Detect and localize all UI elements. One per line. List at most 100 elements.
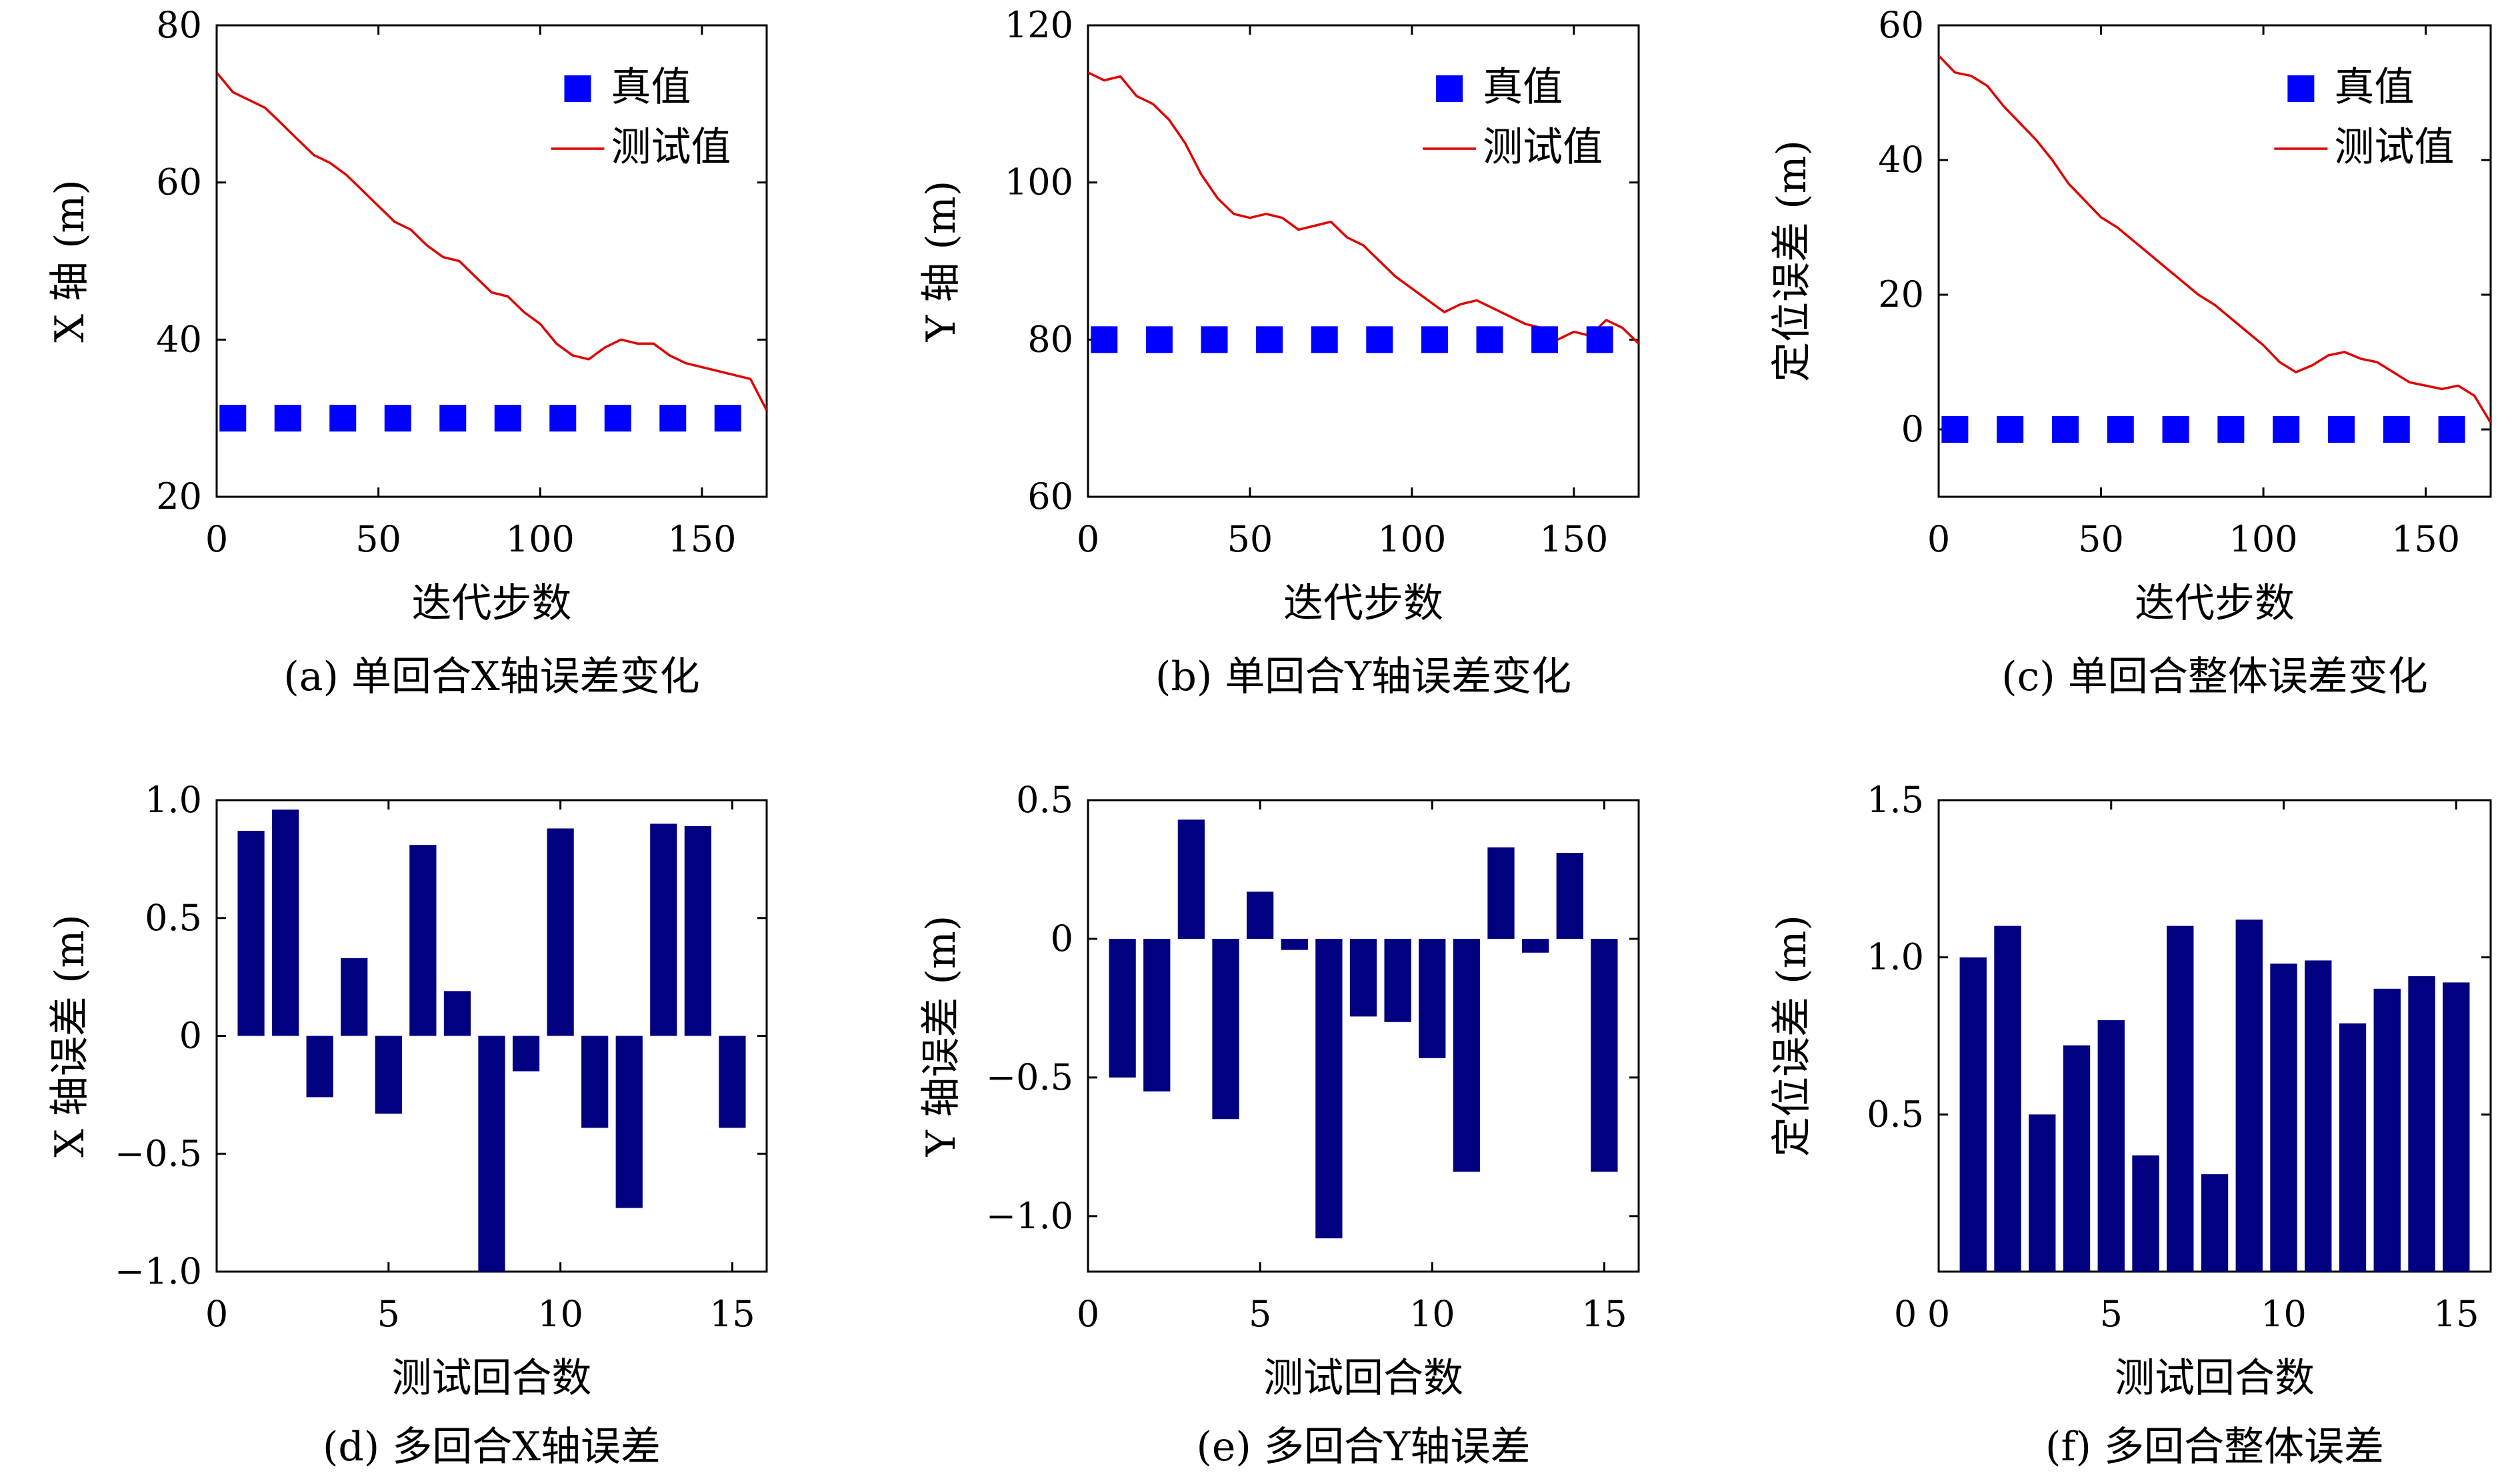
truth-marker: [714, 405, 741, 432]
y-axis-label: X 轴误差 (m): [47, 914, 93, 1158]
panel-e: 0 5 10 15 −1.0 −0.5 0 0.5 测试回合数 Y 轴误差 (m) (e) 多回合Y…: [918, 779, 1640, 1470]
x-tick-label: 10: [2261, 1293, 2307, 1335]
y-axis-label: Y 轴误差 (m): [918, 916, 965, 1157]
x-tick-label: 0: [205, 518, 228, 560]
y-tick-label: 1.0: [145, 779, 202, 821]
x-axis-label: 迭代步数: [412, 580, 572, 627]
bar-13: [1521, 938, 1549, 953]
bar-12: [2339, 1023, 2367, 1272]
panel-caption: (e) 多回合Y轴误差: [1196, 1424, 1530, 1470]
x-axis-label: 迭代步数: [2135, 580, 2295, 627]
y-tick-label: 1.0: [1867, 936, 1924, 978]
x-tick-label: 100: [506, 518, 575, 560]
truth-marker: [1586, 326, 1613, 353]
truth-marker: [1531, 326, 1559, 353]
panel-d: 0 5 10 15 −1.0 −0.5 0 0.5 1.0 测试回合数 X 轴误差 (m) (d) 多…: [47, 779, 768, 1470]
bar-12: [615, 1036, 643, 1208]
legend-marker-truth: [2287, 75, 2315, 102]
bar-2: [1143, 938, 1171, 1092]
bar-5: [375, 1036, 402, 1114]
y-tick-label: 20: [156, 475, 202, 517]
panel-f: 0 5 10 15 0.5 1.0 1.5 0 测试回合数 定位误差 (m) (f) 多回合整体误差: [1769, 779, 2492, 1470]
bar-1: [1959, 957, 1987, 1272]
truth-marker: [1091, 326, 1118, 353]
x-tick-label: 0: [1927, 1293, 1950, 1335]
truth-marker: [2217, 416, 2245, 443]
x-tick-label: 15: [709, 1293, 755, 1335]
bar-3: [1177, 820, 1205, 939]
y-axis-label: X 轴 (m): [47, 179, 93, 343]
truth-marker: [494, 405, 521, 432]
bar-6: [1281, 938, 1308, 950]
y-tick-label: 80: [156, 4, 202, 46]
series-line-test: [1939, 55, 2491, 423]
bar-15: [2443, 982, 2470, 1272]
bar-6: [409, 845, 437, 1036]
y-tick-label: 100: [1005, 161, 1073, 203]
bar-3: [306, 1036, 333, 1098]
x-tick-label: 5: [1249, 1293, 1271, 1335]
plot-frame: [1937, 24, 2492, 498]
bar-15: [719, 1036, 746, 1128]
truth-marker: [1997, 416, 2024, 443]
series-line-test: [1088, 71, 1639, 345]
bar-2: [272, 810, 299, 1036]
x-tick-label: 150: [2391, 518, 2460, 560]
y-tick-label: 40: [1878, 139, 1924, 181]
bar-3: [2029, 1114, 2056, 1272]
x-tick-label: 0: [205, 1293, 228, 1335]
y-tick-label: −0.5: [115, 1132, 202, 1174]
y-axis-label: 定位误差 (m): [1769, 140, 1815, 382]
bar-2: [1994, 926, 2021, 1272]
plot-frame: [215, 24, 768, 498]
y-tick-label: 0: [179, 1015, 202, 1057]
bar-1: [1109, 938, 1136, 1078]
truth-marker: [1311, 326, 1338, 353]
panel-caption: (d) 多回合X轴误差: [323, 1424, 661, 1470]
legend-label-test: 测试值: [1483, 124, 1603, 171]
truth-marker: [2107, 416, 2134, 443]
legend-label-truth: 真值: [1483, 64, 1563, 111]
legend-label-truth: 真值: [611, 64, 691, 111]
truth-marker: [329, 405, 357, 432]
plot-frame: [1087, 24, 1640, 498]
y-tick-label: 0: [1901, 408, 1924, 450]
bar-11: [2305, 960, 2332, 1272]
truth-marker: [439, 405, 467, 432]
truth-marker: [2327, 416, 2355, 443]
truth-marker: [2051, 416, 2079, 443]
panel-caption: (f) 多回合整体误差: [2045, 1424, 2384, 1470]
bar-8: [478, 1036, 505, 1272]
y-tick-label: −0.5: [986, 1056, 1073, 1098]
bar-9: [512, 1036, 540, 1072]
bar-14: [2408, 976, 2435, 1272]
y-tick-label: 0.5: [145, 897, 202, 939]
y-axis-label: 定位误差 (m): [1769, 915, 1815, 1157]
x-tick-label: 50: [355, 518, 401, 560]
x-tick-label: 0: [1077, 1293, 1099, 1335]
panel-caption: (a) 单回合X轴误差变化: [283, 653, 699, 700]
truth-marker: [2273, 416, 2300, 443]
truth-marker: [274, 405, 301, 432]
truth-marker: [1366, 326, 1393, 353]
bar-6: [2132, 1155, 2159, 1272]
truth-marker: [2383, 416, 2410, 443]
truth-marker: [549, 405, 577, 432]
y-tick-label: 1.5: [1867, 779, 1924, 821]
x-tick-label: 15: [1581, 1293, 1627, 1335]
panel-caption: (b) 单回合Y轴误差变化: [1155, 653, 1571, 700]
panel-b: 0 50 100 150 60 80 100 120 迭代步数 Y 轴 (m) (b) 单回合Y轴误…: [918, 4, 1640, 700]
y-tick-label: 40: [156, 318, 202, 360]
bar-10: [1419, 938, 1446, 1058]
bar-15: [1591, 938, 1618, 1172]
truth-marker: [659, 405, 687, 432]
panel-caption: (c) 单回合整体误差变化: [2001, 653, 2428, 700]
series-line-test: [217, 71, 767, 411]
y-tick-label: 60: [1027, 475, 1073, 517]
y-axis-label: Y 轴 (m): [918, 181, 965, 342]
panel-c: 0 50 100 150 0 20 40 60 迭代步数 定位误差 (m) (c) 单回合整体误差变…: [1769, 4, 2492, 700]
truth-marker: [1476, 326, 1503, 353]
bar-4: [2063, 1045, 2091, 1272]
y-tick-label: −1.0: [986, 1195, 1073, 1237]
